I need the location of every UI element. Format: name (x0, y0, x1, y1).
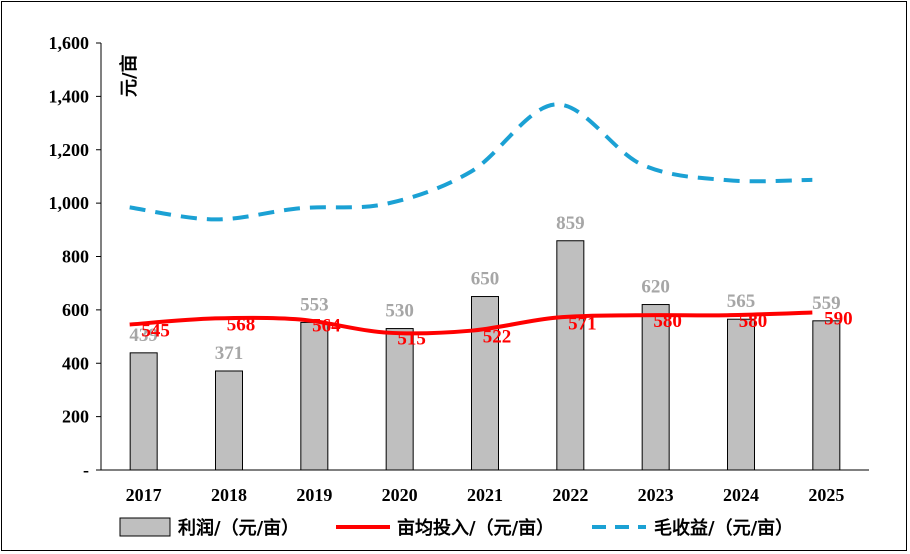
x-tick-label: 2019 (296, 485, 332, 505)
line-data-label: 515 (397, 329, 426, 350)
line-data-label: 564 (312, 315, 341, 336)
bar (129, 352, 158, 471)
invest-line (129, 310, 813, 336)
y-tick-label: 1,400 (49, 86, 90, 106)
y-tick-label: - (83, 460, 89, 480)
y-tick-label: 1,200 (49, 140, 90, 160)
legend-label-gross: 毛收益/（元/亩） (654, 517, 793, 539)
x-tick-label: 2024 (723, 485, 759, 505)
gross-income-line (129, 102, 813, 222)
bar (471, 296, 499, 471)
bar-data-label: 553 (300, 294, 329, 315)
x-tick-label: 2017 (126, 485, 162, 505)
bar (727, 318, 755, 471)
legend-label-invest: 亩均投入/（元/亩） (397, 517, 554, 539)
y-tick-label: 400 (62, 353, 89, 373)
line-data-label: 590 (824, 309, 853, 330)
line-data-label: 580 (653, 311, 682, 332)
x-tick-label: 2021 (467, 485, 503, 505)
x-tick-label: 2020 (382, 485, 418, 505)
bar-data-label: 565 (727, 291, 756, 312)
y-tick-label: 1,000 (49, 193, 90, 213)
line-data-label: 568 (227, 314, 256, 335)
bar-data-label: 530 (385, 301, 414, 322)
bar-data-label: 371 (215, 343, 244, 364)
x-tick-label: 2025 (808, 485, 844, 505)
legend-swatch-bar (119, 517, 171, 537)
bar (812, 320, 841, 471)
line-data-label: 522 (483, 327, 512, 348)
line-data-label: 545 (141, 321, 170, 342)
bar-data-label: 859 (556, 213, 585, 234)
bar (556, 240, 585, 471)
y-tick-label: 1,600 (49, 33, 90, 53)
x-tick-label: 2023 (638, 485, 674, 505)
bar-data-label: 559 (812, 293, 841, 314)
bar (300, 321, 329, 471)
y-tick-label: 600 (62, 300, 89, 320)
x-tick-label: 2018 (211, 485, 247, 505)
line-data-label: 571 (568, 314, 597, 335)
bar (385, 328, 414, 471)
y-axis-unit: 元/亩 (118, 54, 140, 97)
bar (215, 370, 243, 471)
bar-data-label: 650 (471, 269, 500, 290)
line-data-label: 580 (739, 311, 768, 332)
y-tick-label: 800 (62, 247, 89, 267)
y-tick-label: 200 (62, 407, 89, 427)
x-tick-label: 2022 (552, 485, 588, 505)
bar (641, 304, 670, 471)
bar-data-label: 439 (129, 325, 158, 346)
bar-data-label: 620 (641, 277, 670, 298)
legend-label-profit: 利润/（元/亩） (178, 517, 299, 539)
